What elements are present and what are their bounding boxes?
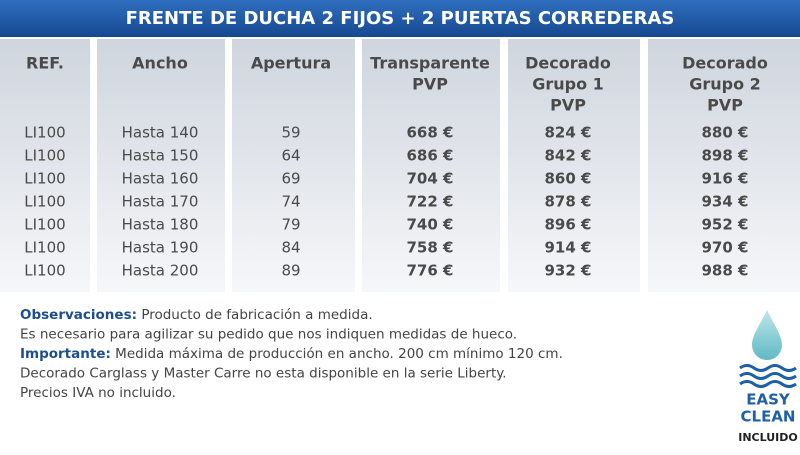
badge-caption: INCLUIDO — [738, 431, 798, 444]
cell: 932 € — [545, 262, 592, 280]
cell: 69 — [281, 170, 300, 188]
wave — [739, 372, 797, 380]
cell: 758 € — [407, 239, 454, 257]
note-label: Importante: — [20, 346, 111, 362]
note-label: Observaciones: — [20, 307, 137, 323]
cell: Hasta 140 — [122, 124, 199, 142]
badge-line: EASY — [746, 391, 791, 409]
cell: 970 € — [702, 239, 749, 257]
title-bar — [0, 0, 800, 37]
note-text: Medida máxima de producción en ancho. 20… — [115, 346, 563, 362]
note: Importante: Medida máxima de producción … — [20, 346, 563, 362]
column-header: Ancho — [132, 54, 188, 73]
column-panel — [648, 39, 800, 292]
column-header: Decorado — [525, 54, 611, 73]
cell: LI100 — [24, 262, 65, 280]
title: FRENTE DE DUCHA 2 FIJOS + 2 PUERTAS CORR… — [126, 8, 675, 29]
cell: Hasta 170 — [122, 193, 199, 211]
cell: 842 € — [545, 147, 592, 165]
cell: 880 € — [702, 124, 749, 142]
cell: 59 — [281, 124, 300, 142]
cell: 722 € — [407, 193, 454, 211]
column-header: REF. — [26, 54, 64, 73]
column-panel — [232, 39, 355, 292]
cell: Hasta 200 — [122, 262, 199, 280]
cell: 952 € — [702, 216, 749, 234]
cell: Hasta 150 — [122, 147, 199, 165]
column-header: Decorado — [682, 54, 768, 73]
cell: 914 € — [545, 239, 592, 257]
column-header: PVP — [550, 96, 586, 115]
note: Es necesario para agilizar su pedido que… — [20, 327, 517, 343]
cell: LI100 — [24, 193, 65, 211]
cell: LI100 — [24, 124, 65, 142]
column-header: Grupo 1 — [532, 75, 604, 94]
cell: 988 € — [702, 262, 749, 280]
cell: 860 € — [545, 170, 592, 188]
column-header: PVP — [412, 75, 448, 94]
column-header: Grupo 2 — [689, 75, 761, 94]
note: Precios IVA no incluido. — [20, 385, 176, 401]
cell: 84 — [281, 239, 300, 257]
note: Observaciones: Producto de fabricación a… — [20, 307, 373, 323]
note-text: Precios IVA no incluido. — [20, 385, 176, 401]
cell: 704 € — [407, 170, 454, 188]
cell: LI100 — [24, 239, 65, 257]
cell: 64 — [281, 147, 300, 165]
easy-clean-badge: EASY CLEAN INCLUIDO — [738, 310, 798, 444]
cell: LI100 — [24, 216, 65, 234]
cell: 776 € — [407, 262, 454, 280]
cell: 89 — [281, 262, 300, 280]
badge-line: CLEAN — [741, 408, 796, 426]
column-header: Transparente — [370, 54, 490, 73]
wave — [739, 364, 797, 372]
cell: 686 € — [407, 147, 454, 165]
column-header: PVP — [707, 96, 743, 115]
cell: 824 € — [545, 124, 592, 142]
cell: 740 € — [407, 216, 454, 234]
cell: LI100 — [24, 170, 65, 188]
note-text: Es necesario para agilizar su pedido que… — [20, 327, 517, 343]
column-panel — [362, 39, 500, 292]
column-panel — [97, 39, 225, 292]
wave — [739, 380, 797, 388]
cell: Hasta 160 — [122, 170, 199, 188]
cell: 878 € — [545, 193, 592, 211]
cell: Hasta 190 — [122, 239, 199, 257]
cell: 79 — [281, 216, 300, 234]
note-text: Producto de fabricación a medida. — [141, 307, 372, 323]
drop-icon — [752, 310, 782, 360]
cell: LI100 — [24, 147, 65, 165]
cell: 934 € — [702, 193, 749, 211]
cell: 898 € — [702, 147, 749, 165]
column-header: Apertura — [251, 54, 331, 73]
cell: 916 € — [702, 170, 749, 188]
column-panel — [508, 39, 640, 292]
cell: 896 € — [545, 216, 592, 234]
note-text: Decorado Carglass y Master Carre no esta… — [20, 366, 507, 382]
cell: Hasta 180 — [122, 216, 199, 234]
cell: 668 € — [407, 124, 454, 142]
cell: 74 — [281, 193, 300, 211]
note: Decorado Carglass y Master Carre no esta… — [20, 366, 507, 382]
column-panel — [0, 39, 90, 292]
